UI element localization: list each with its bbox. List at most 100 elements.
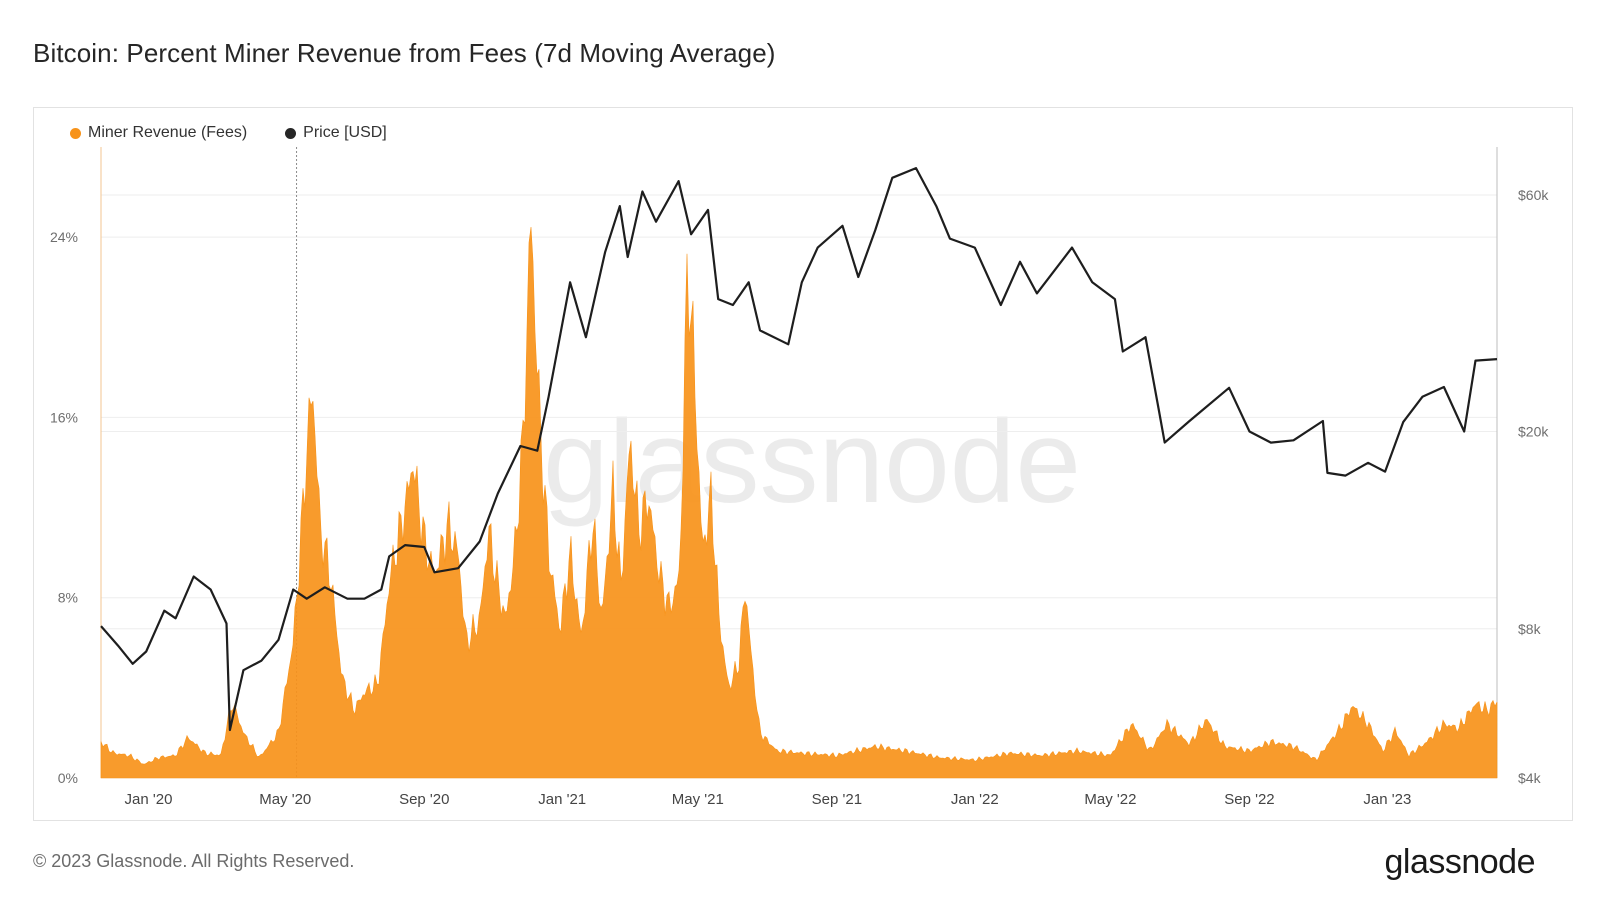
price-data-point bbox=[678, 180, 680, 182]
x-tick-label: Jan '22 bbox=[951, 791, 999, 808]
fees-data-point bbox=[175, 755, 177, 757]
price-data-point bbox=[306, 598, 308, 600]
fees-data-point bbox=[1149, 750, 1151, 752]
fees-data-point bbox=[404, 507, 406, 509]
price-dot-icon bbox=[285, 127, 297, 139]
price-data-point bbox=[817, 247, 819, 249]
price-data-point bbox=[1145, 336, 1147, 338]
fees-data-point bbox=[601, 619, 603, 621]
price-data-point bbox=[292, 589, 294, 591]
fees-data-point bbox=[539, 416, 541, 418]
chart-title: Bitcoin: Percent Miner Revenue from Fees… bbox=[33, 38, 776, 68]
price-data-point bbox=[1443, 386, 1445, 388]
fees-data-point bbox=[569, 552, 571, 554]
legend-item-price[interactable]: Price [USD] bbox=[285, 124, 387, 142]
price-data-point bbox=[1228, 387, 1230, 389]
fees-data-point bbox=[1486, 709, 1488, 711]
price-data-point bbox=[548, 396, 550, 398]
fees-data-point bbox=[801, 752, 803, 754]
fees-data-point bbox=[231, 700, 233, 702]
fees-data-point bbox=[1367, 723, 1369, 725]
chart-legend: Miner Revenue (Fees) Price [USD] bbox=[70, 124, 387, 142]
price-data-point bbox=[655, 221, 657, 223]
price-data-point bbox=[627, 256, 629, 258]
price-data-point bbox=[1122, 351, 1124, 353]
fees-data-point bbox=[292, 642, 294, 644]
fees-data-point bbox=[530, 214, 532, 216]
y-right-tick-label: $60k bbox=[1518, 187, 1549, 203]
legend-item-fees[interactable]: Miner Revenue (Fees) bbox=[70, 124, 247, 142]
fees-data-point bbox=[497, 585, 499, 587]
price-data-point bbox=[132, 663, 134, 665]
fees-data-point bbox=[1315, 759, 1317, 761]
price-data-point bbox=[915, 167, 917, 169]
price-data-point bbox=[519, 445, 521, 447]
price-data-point bbox=[974, 247, 976, 249]
fees-data-point bbox=[1076, 750, 1078, 752]
price-data-point bbox=[707, 209, 709, 211]
fees-dot-icon bbox=[70, 127, 81, 139]
fees-data-point bbox=[718, 619, 720, 621]
price-data-point bbox=[229, 729, 231, 731]
price-data-point bbox=[1071, 247, 1073, 249]
x-tick-label: Jan '23 bbox=[1363, 791, 1411, 808]
fees-data-point bbox=[204, 752, 206, 754]
fees-data-point bbox=[242, 732, 244, 734]
price-data-point bbox=[759, 329, 761, 331]
fees-data-point bbox=[905, 750, 907, 752]
price-data-point bbox=[1463, 431, 1465, 433]
x-tick-label: Sep '21 bbox=[812, 791, 862, 808]
fees-data-point bbox=[1426, 741, 1428, 743]
fees-data-point bbox=[629, 439, 631, 441]
price-data-point bbox=[732, 304, 734, 306]
x-tick-label: Jan '21 bbox=[538, 791, 586, 808]
fees-data-point bbox=[488, 529, 490, 531]
fees-data-point bbox=[100, 741, 102, 743]
fees-data-point bbox=[687, 259, 689, 261]
fees-data-point bbox=[612, 489, 614, 491]
fees-data-point bbox=[412, 462, 414, 464]
fees-data-point bbox=[658, 574, 660, 576]
fees-data-point bbox=[559, 631, 561, 633]
fees-data-point bbox=[620, 585, 622, 587]
price-data-point bbox=[801, 281, 803, 283]
price-data-point bbox=[117, 645, 119, 647]
fees-data-point bbox=[1293, 746, 1295, 748]
fees-data-point bbox=[434, 574, 436, 576]
y-left-tick-label: 8% bbox=[58, 590, 78, 606]
fees-data-point bbox=[580, 637, 582, 639]
price-data-point bbox=[748, 281, 750, 283]
glassnode-logo: glassnode bbox=[1384, 843, 1535, 881]
fees-data-point bbox=[299, 552, 301, 554]
price-data-point bbox=[193, 576, 195, 578]
price-data-point bbox=[1000, 304, 1002, 306]
price-data-point bbox=[1402, 421, 1404, 423]
fees-data-point bbox=[187, 736, 189, 738]
fees-data-point bbox=[874, 746, 876, 748]
price-data-point bbox=[1475, 360, 1477, 362]
price-data-point bbox=[1036, 292, 1038, 294]
copyright-footer: © 2023 Glassnode. All Rights Reserved. bbox=[33, 851, 355, 871]
fees-data-point bbox=[457, 552, 459, 554]
fees-data-point bbox=[1382, 750, 1384, 752]
price-data-point bbox=[175, 617, 177, 619]
fees-data-point bbox=[679, 574, 681, 576]
price-data-point bbox=[324, 586, 326, 588]
price-data-point bbox=[145, 651, 147, 653]
price-data-point bbox=[874, 229, 876, 231]
fees-data-point bbox=[939, 757, 941, 759]
fees-data-point bbox=[710, 495, 712, 497]
fees-data-point bbox=[319, 529, 321, 531]
price-line-series bbox=[100, 167, 1498, 732]
fees-data-point bbox=[592, 518, 594, 520]
price-data-point bbox=[604, 251, 606, 253]
fees-data-point bbox=[363, 691, 365, 693]
price-data-point bbox=[842, 225, 844, 227]
fees-data-point bbox=[1458, 727, 1460, 729]
fees-data-point bbox=[1496, 700, 1498, 702]
fees-data-point bbox=[1351, 705, 1353, 707]
fees-data-point bbox=[751, 664, 753, 666]
x-tick-label: May '20 bbox=[259, 791, 311, 808]
price-data-point bbox=[857, 276, 859, 278]
price-data-point bbox=[457, 567, 459, 569]
